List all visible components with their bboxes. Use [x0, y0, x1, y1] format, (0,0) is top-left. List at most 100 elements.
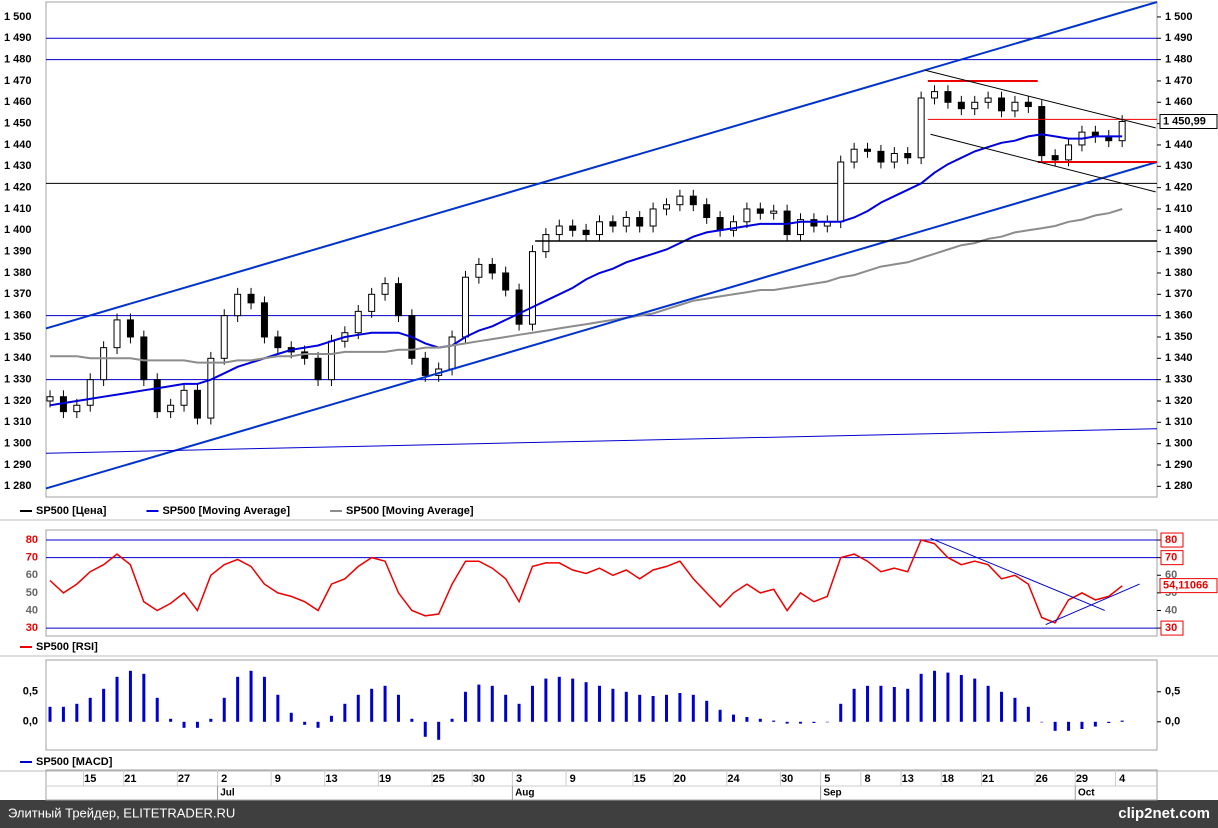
y-tick-label: 40 [26, 604, 38, 616]
macd-bar [1093, 721, 1097, 727]
candle-body [542, 234, 550, 253]
candle-body [381, 283, 389, 295]
candle-body [274, 336, 282, 349]
macd-bar [370, 688, 374, 722]
macd-bar [128, 670, 132, 722]
candle-body [1038, 106, 1046, 157]
y-tick-label: 1 280 [4, 480, 32, 492]
macd-bar [396, 694, 400, 722]
candle-body [716, 216, 724, 231]
candle-body [864, 148, 872, 152]
candle-body [998, 97, 1006, 112]
x-tick-label: 29 [1076, 773, 1088, 785]
y-tick-label: 1 390 [4, 246, 32, 258]
y-tick-label: 80 [1165, 534, 1177, 546]
macd-bar [1026, 706, 1030, 722]
macd-bar [705, 700, 709, 722]
candle-body [730, 221, 738, 231]
macd-bar [222, 697, 226, 722]
trend-line [1045, 583, 1140, 626]
x-tick-label: 15 [84, 773, 96, 785]
x-tick-label: 4 [1119, 773, 1126, 785]
y-tick-label: 80 [26, 534, 38, 546]
month-label: Oct [1078, 788, 1095, 799]
macd-bar [530, 685, 534, 722]
trend-line [930, 537, 1105, 611]
macd-bar [624, 691, 628, 722]
ma-line [50, 208, 1123, 364]
candle-body [394, 283, 402, 317]
macd-bar [490, 685, 494, 722]
y-tick-label: 0,0 [23, 716, 38, 728]
x-tick-label: 24 [727, 773, 740, 785]
y-tick-label: 1 360 [1165, 310, 1193, 322]
candle-body [904, 152, 912, 159]
y-tick-label: 60 [26, 569, 38, 581]
candle-body [810, 219, 818, 227]
legend-label: SP500 [Цена] [36, 505, 107, 517]
candle-body [167, 404, 175, 413]
candle-body [1065, 144, 1073, 161]
y-tick-label: 1 460 [1165, 96, 1193, 108]
candle-body [260, 302, 268, 338]
candle-body [957, 101, 965, 110]
footer-source: Элитный Трейдер, ELITETRADER.RU [8, 805, 235, 820]
candle-body [743, 208, 751, 223]
macd-bar [1080, 721, 1084, 729]
y-tick-box [1160, 620, 1184, 636]
macd-bar [718, 709, 722, 722]
x-tick-label: 21 [982, 773, 994, 785]
y-tick-label: 0,5 [1165, 686, 1180, 698]
y-tick-label: 1 500 [1165, 11, 1193, 23]
x-tick-label: 27 [178, 773, 190, 785]
macd-bar [423, 721, 427, 737]
ma-line [49, 133, 1123, 407]
last-value-box [1159, 578, 1218, 594]
candle-body [113, 319, 121, 349]
candle-body [86, 379, 94, 406]
macd-bar [1013, 697, 1017, 722]
y-tick-label: 1 330 [1165, 374, 1193, 386]
macd-bar [732, 714, 736, 722]
macd-bar [986, 685, 990, 722]
macd-bar [383, 685, 387, 722]
macd-bar [343, 703, 347, 722]
macd-bar [450, 718, 454, 722]
macd-bar [517, 703, 521, 722]
macd-bar [852, 688, 856, 722]
macd-bar [463, 691, 467, 722]
legend-label: SP500 [Moving Average] [162, 505, 290, 517]
y-tick-label: 30 [1165, 622, 1177, 634]
macd-bar [946, 672, 950, 722]
candle-body [193, 389, 201, 419]
candle-body [461, 276, 469, 338]
macd-bar [1000, 691, 1004, 722]
y-tick-box [1160, 550, 1184, 566]
x-tick-label: 26 [1036, 773, 1048, 785]
macd-bar [155, 697, 159, 722]
y-tick-label: 1 410 [1165, 203, 1193, 215]
y-tick-label: 1 290 [4, 459, 32, 471]
legend-label: SP500 [Moving Average] [346, 505, 474, 517]
x-tick-label: 30 [473, 773, 485, 785]
x-tick-label: 20 [674, 773, 686, 785]
macd-bar [249, 670, 253, 722]
footer-logo[interactable]: clip2net.com [1118, 805, 1210, 822]
candle-body [837, 161, 845, 223]
macd-bar [477, 684, 481, 722]
candle-body [582, 229, 590, 236]
y-tick-label: 1 440 [4, 139, 32, 151]
candle-body [877, 150, 885, 163]
candle-body [984, 97, 992, 103]
y-tick-label: 1 320 [4, 395, 32, 407]
macd-bar [75, 703, 79, 722]
trend-line [925, 69, 1156, 129]
y-tick-label: 1 400 [1165, 224, 1193, 236]
last-value-label: 1 450,99 [1163, 115, 1206, 127]
macd-bar [973, 678, 977, 722]
candle-body [1118, 120, 1126, 142]
candle-body [1051, 155, 1059, 161]
macd-bar [504, 694, 508, 722]
candle-body [1024, 101, 1032, 108]
